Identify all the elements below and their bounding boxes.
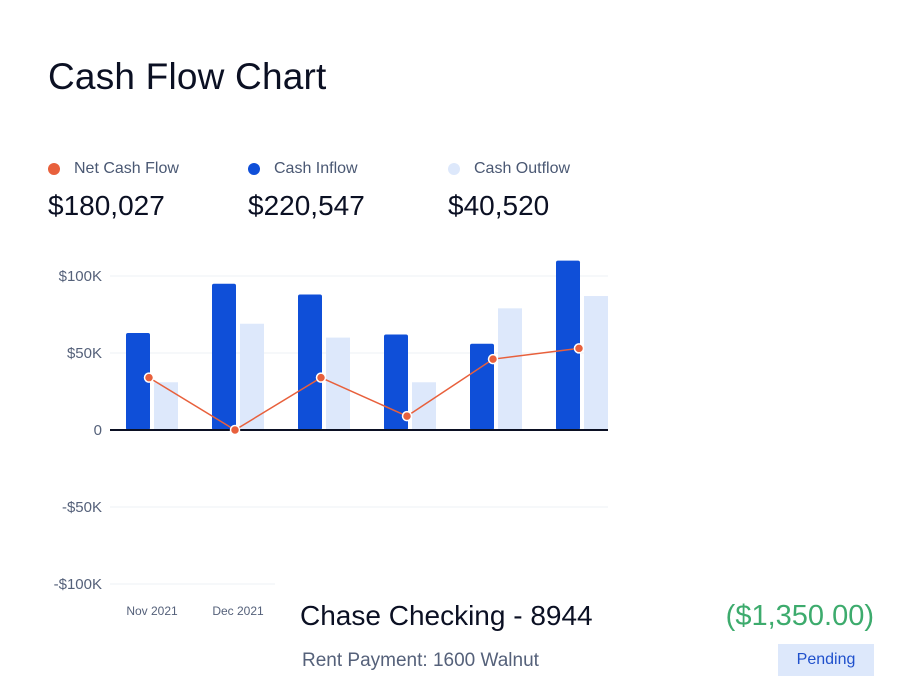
cash-inflow-bar xyxy=(556,260,580,430)
cash-inflow-bar xyxy=(384,334,408,430)
legend-label: Cash Outflow xyxy=(474,160,571,177)
legend-cash-inflow: Cash Inflow $220,547 xyxy=(248,160,365,222)
cash-outflow-bar xyxy=(584,296,608,430)
page-title: Cash Flow Chart xyxy=(48,56,327,97)
cash-outflow-dot-icon xyxy=(448,163,460,175)
net-cash-flow-value: $180,027 xyxy=(48,190,165,221)
net-cash-flow-point xyxy=(573,343,585,354)
account-name: Chase Checking - 8944 xyxy=(300,600,593,631)
cash-outflow-bar xyxy=(498,308,522,430)
y-tick-label: -$100K xyxy=(54,576,102,593)
cash-flow-chart: $100K $50K 0 -$50K -$100K Nov 2021 Dec 2021 xyxy=(54,260,608,618)
net-cash-flow-dot-icon xyxy=(48,163,60,175)
y-tick-label: -$50K xyxy=(62,499,102,516)
cash-outflow-bar xyxy=(412,382,436,430)
legend-net-cash-flow: Net Cash Flow $180,027 xyxy=(48,160,179,222)
net-cash-flow-point xyxy=(315,372,327,383)
net-cash-flow-point xyxy=(229,424,241,436)
cash-inflow-value: $220,547 xyxy=(248,190,365,221)
cash-inflow-bar xyxy=(298,294,322,430)
cash-outflow-value: $40,520 xyxy=(448,190,550,221)
transaction-amount: ($1,350.00) xyxy=(725,600,874,632)
status-badge: Pending xyxy=(778,644,874,676)
net-cash-flow-line xyxy=(148,347,580,431)
y-tick-label: 0 xyxy=(94,422,102,439)
cash-inflow-bar xyxy=(126,332,150,430)
x-tick-label: Dec 2021 xyxy=(212,604,264,618)
transaction-description: Rent Payment: 1600 Walnut xyxy=(302,650,539,671)
cash-inflow-bar xyxy=(470,343,494,430)
y-tick-label: $100K xyxy=(59,268,102,285)
legend-label: Net Cash Flow xyxy=(74,160,179,177)
net-cash-flow-point xyxy=(487,353,499,365)
cash-inflow-dot-icon xyxy=(248,163,260,175)
legend-label: Cash Inflow xyxy=(274,160,358,177)
legend-cash-outflow: Cash Outflow $40,520 xyxy=(448,160,570,222)
x-tick-label: Nov 2021 xyxy=(126,604,178,618)
cash-inflow-bar xyxy=(212,283,236,430)
net-cash-flow-point xyxy=(401,410,413,422)
cash-outflow-bar xyxy=(240,323,264,430)
net-cash-flow-point xyxy=(143,372,155,383)
cash-outflow-bar xyxy=(326,337,350,430)
cash-outflow-bar xyxy=(154,382,178,430)
y-tick-label: $50K xyxy=(67,345,102,362)
